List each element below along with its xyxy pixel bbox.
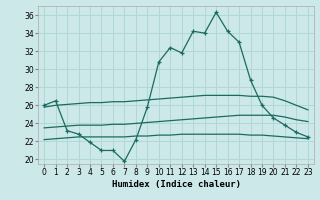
X-axis label: Humidex (Indice chaleur): Humidex (Indice chaleur): [111, 180, 241, 189]
